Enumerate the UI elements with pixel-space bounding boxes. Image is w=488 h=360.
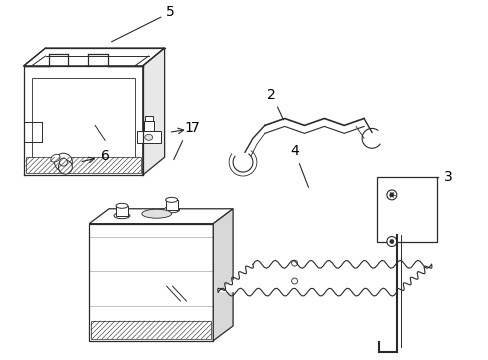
- Text: 2: 2: [267, 87, 283, 120]
- Circle shape: [386, 190, 396, 200]
- Circle shape: [291, 278, 297, 284]
- Bar: [143, 121, 153, 131]
- Polygon shape: [24, 48, 164, 66]
- Ellipse shape: [142, 209, 171, 218]
- Bar: [89, 224, 213, 341]
- Polygon shape: [224, 270, 425, 286]
- Circle shape: [60, 158, 67, 166]
- Text: 6: 6: [82, 149, 110, 163]
- Polygon shape: [218, 264, 431, 292]
- Ellipse shape: [163, 207, 179, 213]
- Bar: [144, 116, 152, 121]
- Circle shape: [386, 237, 396, 247]
- Text: 1: 1: [173, 121, 192, 159]
- Ellipse shape: [144, 134, 152, 140]
- Bar: [26, 157, 141, 173]
- Bar: [137, 131, 161, 143]
- Bar: [165, 200, 177, 210]
- Text: 5: 5: [111, 5, 175, 42]
- Text: 4: 4: [290, 144, 308, 187]
- Circle shape: [59, 160, 72, 174]
- Polygon shape: [213, 209, 233, 341]
- Polygon shape: [89, 209, 233, 224]
- Text: 7: 7: [171, 121, 199, 135]
- Ellipse shape: [165, 197, 177, 202]
- Polygon shape: [142, 48, 164, 175]
- Ellipse shape: [116, 203, 128, 208]
- Ellipse shape: [114, 213, 130, 219]
- Bar: [376, 177, 436, 242]
- Ellipse shape: [51, 154, 60, 162]
- Text: 3: 3: [443, 170, 451, 184]
- Circle shape: [389, 239, 393, 243]
- Bar: [91, 321, 211, 339]
- Circle shape: [54, 153, 72, 171]
- Circle shape: [291, 260, 297, 266]
- Circle shape: [389, 193, 393, 197]
- Bar: [32, 78, 135, 167]
- Bar: [116, 206, 128, 216]
